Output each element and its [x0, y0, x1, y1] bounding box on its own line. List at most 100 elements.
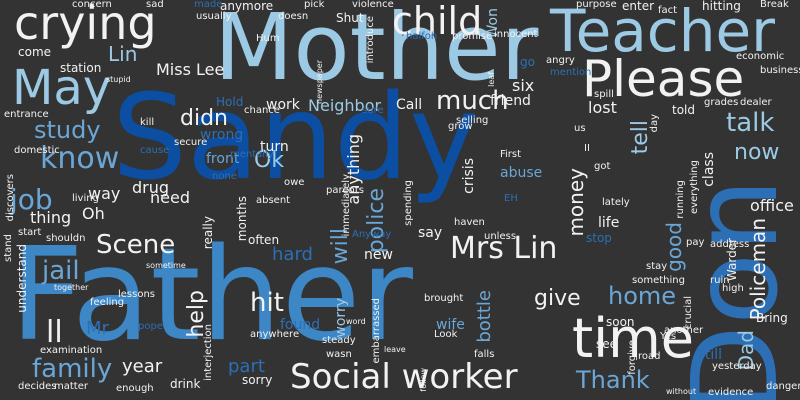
word-immediately: immediately: [341, 174, 352, 237]
word-mr: Mr: [86, 318, 109, 339]
word-stand: stand: [3, 234, 14, 262]
word-mrs-lin: Mrs Lin: [450, 231, 558, 266]
word-part: part: [228, 356, 265, 377]
word-year: year: [122, 356, 163, 377]
word-road: road: [638, 351, 661, 362]
word-newspaper: newspaper: [315, 60, 324, 104]
word-ok: Ok: [254, 148, 285, 173]
word-soon: soon: [606, 315, 635, 329]
word-yesterday: yesterday: [712, 361, 762, 372]
word-come: come: [18, 45, 52, 59]
word-economic: economic: [736, 51, 785, 62]
word-concern: concern: [72, 0, 112, 10]
word-wasn: wasn: [326, 349, 352, 360]
word-hit: hit: [250, 288, 284, 318]
word-bottle: bottle: [474, 290, 495, 343]
word-got: got: [594, 161, 611, 172]
word-may: May: [12, 60, 112, 116]
word-pay: pay: [686, 237, 705, 248]
word-anymore: anymore: [220, 0, 274, 13]
word-say: say: [418, 225, 443, 241]
word-jail: jail: [42, 256, 80, 286]
word-entrance: entrance: [4, 109, 49, 120]
word-often: often: [248, 233, 280, 247]
word-life: life: [598, 215, 620, 231]
word-really: really: [201, 216, 215, 250]
word-secure: secure: [174, 137, 208, 148]
word-leave: leave: [384, 345, 406, 354]
word-oh: Oh: [82, 204, 105, 223]
word-discovers: discovers: [5, 174, 16, 222]
word-eh: EH: [504, 193, 518, 204]
word-steady: steady: [322, 335, 356, 346]
word-front: front: [206, 151, 240, 167]
word-thank: Thank: [576, 366, 650, 394]
word-give: give: [534, 286, 581, 311]
word-interjection: interjection: [203, 324, 214, 381]
word-new: new: [364, 247, 393, 263]
word-family: family: [32, 354, 113, 384]
word-shut: Shut: [336, 11, 364, 25]
word-bring: Bring: [756, 311, 788, 325]
word-call: Call: [396, 97, 423, 113]
word-anywhere: anywhere: [250, 329, 300, 340]
word-brought: brought: [424, 293, 464, 304]
word-enter: enter: [622, 0, 655, 13]
word-talk: talk: [726, 108, 775, 138]
word-found: found: [280, 317, 321, 333]
word-purpose: purpose: [576, 0, 617, 10]
word-absent: absent: [256, 195, 291, 206]
word-decides: decides: [18, 381, 57, 392]
word-told: told: [672, 103, 695, 117]
word-lessons: lessons: [118, 289, 156, 300]
word-owe: owe: [284, 177, 305, 188]
word-spill: spill: [594, 89, 614, 100]
word-sorry: sorry: [242, 373, 273, 387]
word-now: now: [734, 140, 780, 165]
word-made: made: [194, 0, 223, 10]
word-ruin: ruin: [710, 275, 730, 286]
word-address: address: [710, 239, 750, 250]
word-promise: promise: [452, 31, 493, 42]
word-spending: spending: [403, 180, 414, 226]
word-sometime: sometime: [146, 261, 186, 270]
word-danger: danger: [766, 381, 800, 392]
word-sure: sure: [362, 105, 384, 116]
word-business: business: [760, 65, 800, 76]
word-introduce: introduce: [365, 16, 376, 64]
word-mention: mention: [550, 67, 592, 78]
word-falls: falls: [474, 349, 495, 360]
word-examination: examination: [40, 345, 103, 356]
word-kill: kill: [140, 117, 155, 128]
word-stay: stay: [646, 261, 668, 272]
word-friend: friend: [490, 93, 531, 109]
word-please: Please: [582, 50, 745, 108]
word-fact: fact: [658, 5, 678, 16]
word-sad: sad: [146, 0, 164, 10]
word-living: living: [72, 193, 99, 204]
word-usually: usually: [196, 11, 232, 22]
word-parents: parents: [326, 185, 364, 196]
word-home: home: [608, 282, 677, 310]
word-stop: stop: [586, 231, 612, 245]
word-yes: Yes: [660, 331, 677, 342]
word-turn: turn: [260, 139, 289, 155]
word-anyway: Anyway: [352, 229, 392, 240]
word-lately: lately: [602, 197, 630, 208]
word-see: see: [596, 337, 618, 351]
word-study: study: [34, 116, 101, 144]
word-day: day: [649, 114, 660, 133]
word-chance: chance: [244, 105, 280, 116]
word-lin: Lin: [108, 42, 138, 66]
word-neighbor: Neighbor: [308, 96, 382, 115]
word-crisis: crisis: [461, 158, 477, 194]
word-unless: unless: [484, 231, 517, 242]
word-cause: cause: [140, 145, 170, 156]
word-hitting: hitting: [702, 0, 741, 13]
word-social-worker: Social worker: [290, 357, 518, 397]
word-class: class: [701, 152, 717, 187]
word-together: together: [54, 283, 89, 292]
word-embarrassed: embarrassed: [371, 298, 382, 364]
word-go: go: [520, 55, 535, 69]
